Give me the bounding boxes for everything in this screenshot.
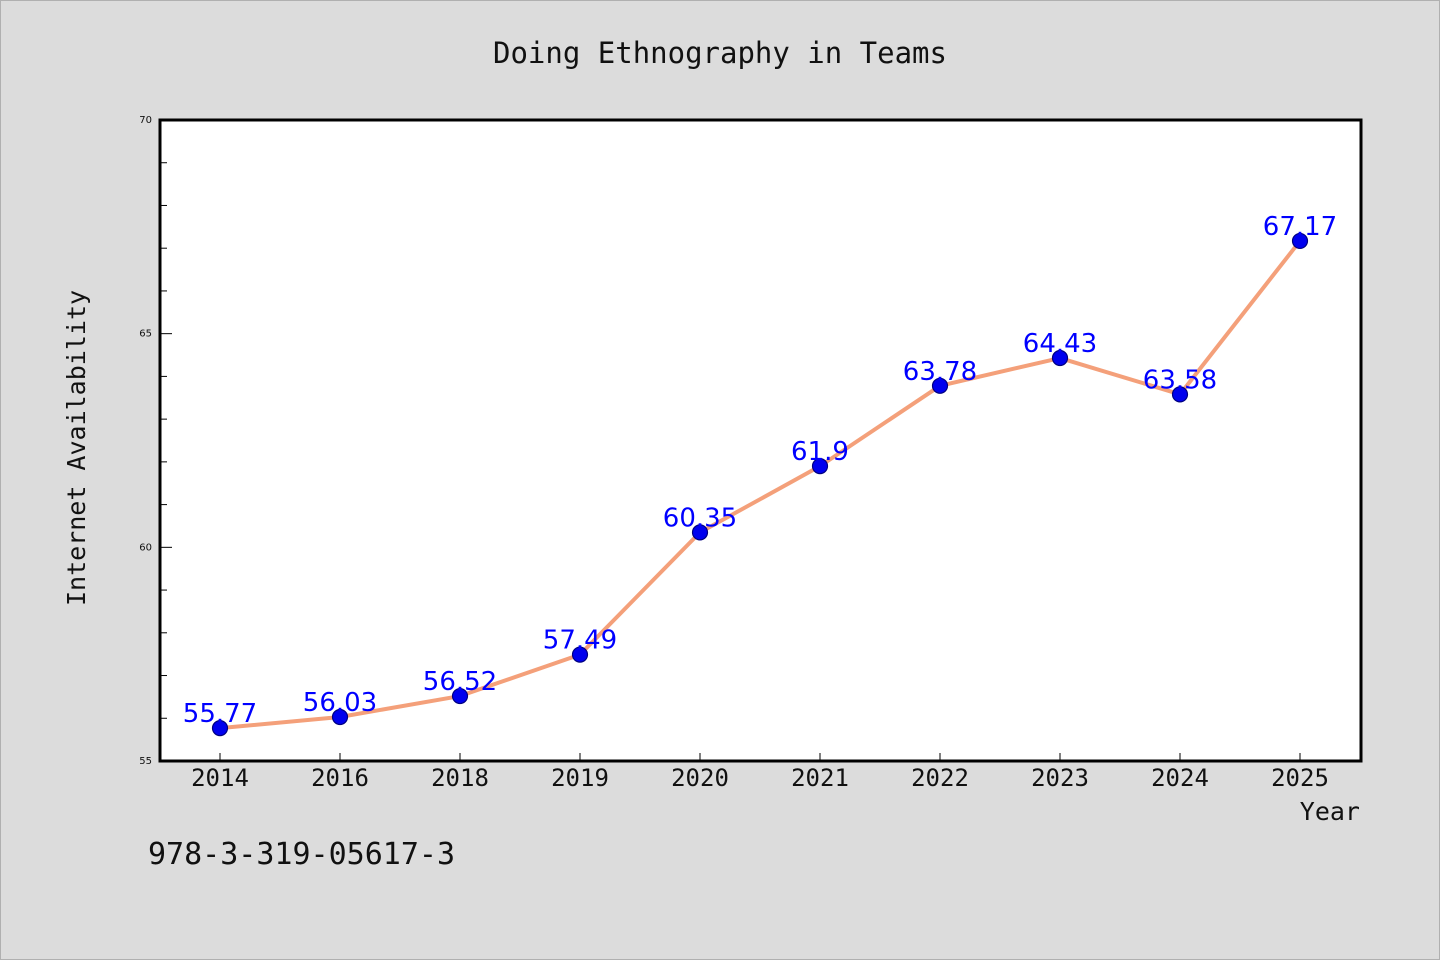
series-layer [211, 232, 1309, 737]
x-tick-label: 2023 [1031, 764, 1089, 792]
x-tick-label: 2020 [671, 764, 729, 792]
y-tick-label: 60 [139, 542, 152, 553]
data-point [1291, 232, 1309, 250]
data-label: 56.03 [303, 688, 377, 718]
x-tick-label: 2014 [191, 764, 249, 792]
x-axis-label: Year [1300, 797, 1360, 826]
series-line [218, 238, 1302, 731]
plot-area [158, 118, 1363, 763]
isbn-footnote: 978-3-319-05617-3 [148, 837, 455, 872]
y-axis-ticks: 55 60 65 70 [139, 115, 172, 767]
data-labels: 55.77 56.03 56.52 57.49 60.35 61.9 63.78 64.43 6… [183, 212, 1337, 729]
data-point [691, 524, 709, 541]
y-axis-label: Internet Availability [62, 290, 91, 606]
data-label: 56.52 [423, 667, 497, 697]
y-tick-label: 65 [139, 329, 152, 340]
x-tick-label: 2018 [431, 764, 489, 792]
data-point [331, 708, 349, 726]
data-point [1051, 349, 1069, 367]
data-label: 61.9 [791, 437, 849, 467]
x-tick-label: 2019 [551, 764, 609, 792]
data-point [211, 719, 229, 737]
data-label: 55.77 [183, 699, 257, 729]
x-tick-label: 2024 [1151, 764, 1209, 792]
data-label: 57.49 [543, 626, 617, 656]
data-point [1171, 386, 1189, 403]
data-label: 64.43 [1023, 329, 1097, 359]
y-tick-label: 55 [139, 756, 152, 767]
x-tick-label: 2021 [791, 764, 849, 792]
x-tick-label: 2016 [311, 764, 369, 792]
data-label: 63.58 [1143, 365, 1217, 395]
data-point [931, 377, 949, 394]
x-axis-ticks: 2014 2016 2018 2019 2020 2021 2022 2023 2024 2025 [191, 753, 1329, 792]
x-tick-label: 2022 [911, 764, 969, 792]
data-point [571, 646, 589, 663]
chart-title: Doing Ethnography in Teams [493, 36, 947, 70]
data-point [451, 687, 469, 705]
y-tick-label: 70 [139, 115, 152, 126]
data-label: 67.17 [1263, 212, 1337, 242]
data-label: 60.35 [663, 503, 737, 533]
data-point [811, 458, 829, 475]
x-tick-label: 2025 [1271, 764, 1329, 792]
data-label: 63.78 [903, 357, 977, 387]
